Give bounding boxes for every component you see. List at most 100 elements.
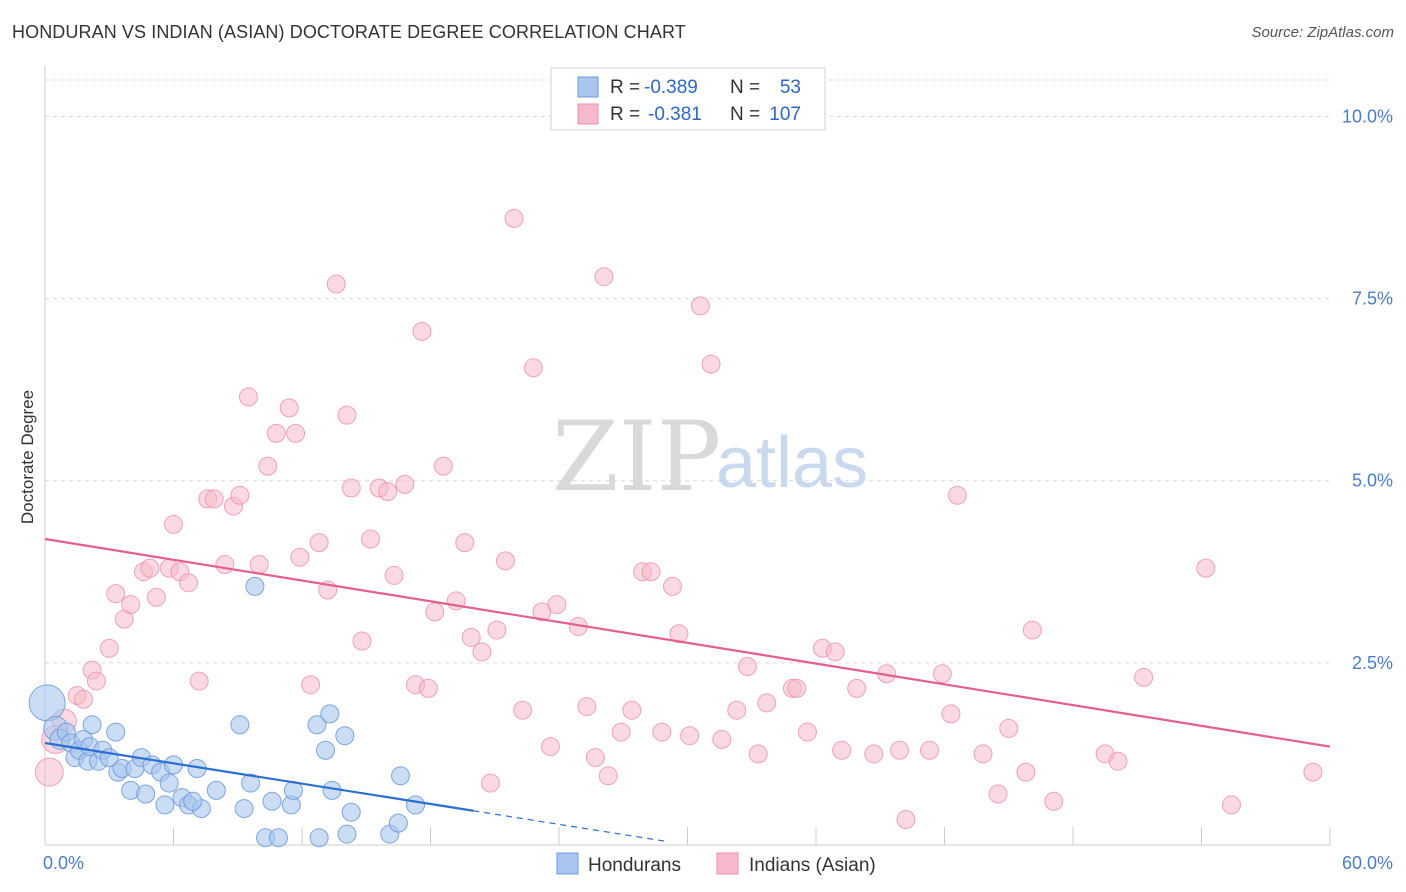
data-point-indians-asian — [204, 489, 224, 509]
data-point-indians-asian — [258, 456, 278, 476]
data-point-indians-asian — [669, 624, 689, 644]
data-point-indians-asian — [99, 638, 119, 658]
chart-title: HONDURAN VS INDIAN (ASIAN) DOCTORATE DEG… — [12, 22, 686, 42]
data-point-indians-asian — [712, 729, 732, 749]
y-tick-label: 10.0% — [1342, 106, 1393, 126]
data-point-indians-asian — [594, 267, 614, 287]
data-point-indians-asian — [896, 810, 916, 829]
data-point-indians-asian — [663, 576, 683, 596]
data-point-indians-asian — [797, 722, 817, 742]
data-point-indians-asian — [106, 584, 126, 604]
data-point-indians-asian — [641, 562, 661, 582]
data-point-hondurans — [234, 799, 254, 819]
data-point-indians-asian — [864, 744, 884, 764]
data-point-indians-asian — [737, 657, 757, 676]
legend-n-value-1: 53 — [780, 77, 801, 98]
legend-swatch-hondurans — [577, 76, 599, 98]
data-point-indians-asian — [249, 555, 269, 574]
data-point-indians-asian — [1134, 667, 1154, 687]
data-point-indians-asian — [378, 482, 398, 502]
data-point-hondurans — [159, 773, 179, 793]
data-point-indians-asian — [523, 358, 543, 378]
data-point-indians-asian — [418, 678, 438, 698]
legend-n-label-1: N = — [730, 77, 760, 98]
data-point-indians-asian — [787, 678, 807, 698]
legend-r-value-2: -0.381 — [648, 104, 702, 125]
data-point-indians-asian — [286, 423, 306, 443]
data-point-indians-asian — [920, 740, 940, 760]
watermark: ZIP atlas — [552, 401, 868, 513]
data-point-indians-asian — [690, 296, 710, 316]
stats-legend: R = -0.389 N = 53 R = -0.381 N = 107 — [550, 67, 826, 131]
data-point-indians-asian — [309, 533, 329, 553]
source-credit: Source: ZipAtlas.com — [1251, 24, 1394, 41]
data-point-indians-asian — [1108, 751, 1128, 771]
gridlines — [45, 79, 1330, 664]
data-point-indians-asian — [384, 565, 404, 585]
data-point-indians-asian — [947, 485, 967, 505]
series-indians-asian-points — [34, 208, 1323, 829]
data-point-indians-asian — [832, 740, 852, 760]
trend-lines — [44, 537, 1331, 842]
data-point-indians-asian — [480, 773, 500, 793]
data-point-indians-asian — [988, 784, 1008, 804]
legend-r-value-1: -0.389 — [644, 77, 698, 98]
data-point-indians-asian — [504, 208, 524, 228]
data-point-hondurans — [82, 715, 102, 735]
data-point-indians-asian — [680, 726, 700, 746]
data-point-hondurans — [262, 791, 282, 811]
data-point-indians-asian — [425, 602, 445, 622]
data-point-hondurans — [268, 828, 288, 848]
data-point-indians-asian — [238, 387, 258, 407]
watermark-atlas: atlas — [716, 423, 868, 503]
trend-line-hondurans — [44, 741, 474, 812]
x-tick-labels: 0.0% 60.0% — [43, 853, 1393, 873]
data-point-indians-asian — [290, 547, 310, 567]
data-point-indians-asian — [890, 740, 910, 760]
data-point-hondurans — [241, 773, 261, 793]
data-point-indians-asian — [585, 748, 605, 768]
data-point-indians-asian — [611, 722, 631, 742]
data-point-hondurans — [391, 766, 411, 786]
data-point-indians-asian — [34, 757, 64, 787]
data-point-hondurans — [316, 740, 336, 760]
data-point-indians-asian — [164, 514, 183, 534]
data-point-indians-asian — [1221, 795, 1241, 815]
data-point-hondurans — [309, 828, 329, 848]
data-point-indians-asian — [701, 354, 721, 374]
data-point-hondurans — [245, 576, 265, 596]
data-point-indians-asian — [1303, 762, 1323, 782]
data-point-indians-asian — [352, 631, 372, 651]
data-point-hondurans — [136, 784, 156, 804]
data-point-indians-asian — [652, 722, 672, 742]
legend-swatch-indians — [577, 103, 599, 125]
data-point-indians-asian — [279, 398, 299, 418]
data-point-hondurans — [155, 795, 175, 815]
data-point-indians-asian — [577, 697, 597, 717]
data-point-indians-asian — [361, 529, 381, 549]
data-point-hondurans — [406, 795, 426, 815]
legend-n-label-2: N = — [730, 104, 760, 125]
data-point-indians-asian — [1016, 762, 1036, 782]
y-tick-labels: 2.5% 5.0% 7.5% 10.0% — [1342, 106, 1393, 672]
data-point-indians-asian — [230, 485, 250, 505]
data-point-indians-asian — [301, 675, 321, 695]
data-point-hondurans — [307, 715, 327, 735]
bottom-legend-label-indians: Indians (Asian) — [749, 855, 876, 876]
data-point-indians-asian — [178, 573, 198, 593]
data-point-indians-asian — [461, 627, 481, 647]
data-point-indians-asian — [540, 737, 560, 757]
data-point-indians-asian — [598, 766, 618, 786]
data-point-hondurans — [320, 704, 340, 724]
data-point-indians-asian — [472, 642, 492, 662]
data-point-indians-asian — [1044, 791, 1064, 811]
data-point-indians-asian — [487, 620, 507, 640]
data-point-indians-asian — [973, 744, 993, 764]
data-point-indians-asian — [266, 423, 286, 443]
data-point-indians-asian — [189, 671, 209, 691]
series-hondurans-points — [28, 576, 426, 848]
legend-r-label-2: R = — [610, 104, 640, 125]
data-point-indians-asian — [337, 405, 357, 425]
data-point-hondurans — [106, 722, 126, 742]
x-tick-label: 0.0% — [43, 853, 84, 873]
